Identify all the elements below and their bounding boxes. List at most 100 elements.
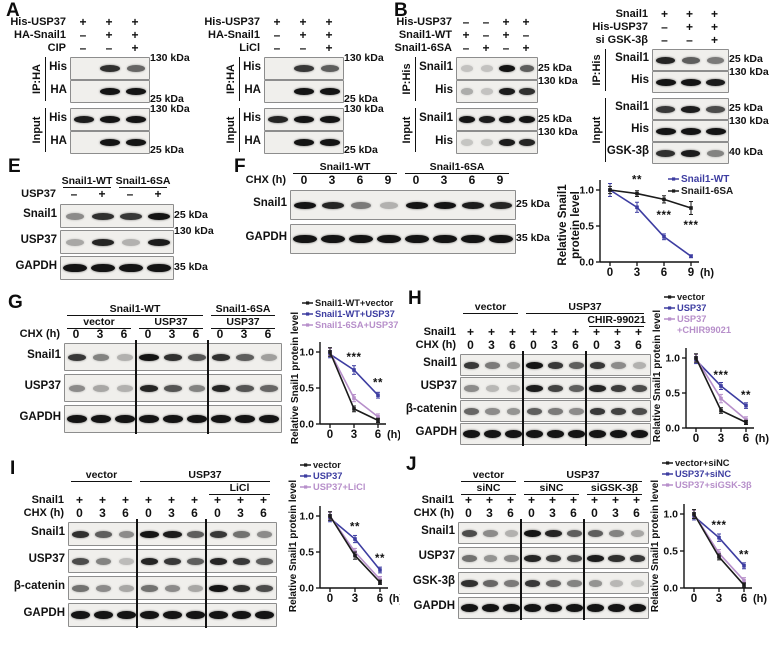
lane-symbol: 6 bbox=[264, 327, 272, 341]
lane-symbol: 3 bbox=[328, 173, 336, 187]
blot-band bbox=[163, 353, 183, 361]
lane-symbol: + bbox=[506, 493, 514, 507]
x-tick-label: 6 bbox=[741, 593, 747, 605]
lane-symbol: + bbox=[508, 325, 516, 339]
blot-band bbox=[164, 584, 181, 592]
blot-box-Snail1 bbox=[652, 98, 729, 120]
blot-band bbox=[232, 584, 251, 592]
group-header-G-0-1: Snail1-6SA bbox=[211, 302, 275, 316]
blot-band bbox=[499, 116, 515, 123]
data-point bbox=[719, 396, 723, 401]
blot-row-label-His: His bbox=[435, 134, 453, 147]
blot-band bbox=[73, 116, 95, 123]
blot-band bbox=[119, 584, 134, 592]
data-point bbox=[719, 408, 723, 413]
blot-box-GAPDH bbox=[460, 423, 651, 445]
group-header-J-1-0: siNC bbox=[461, 481, 516, 495]
blot-band bbox=[504, 529, 519, 537]
lane-symbol: + bbox=[527, 493, 535, 507]
blot-band bbox=[483, 429, 502, 439]
blot-band bbox=[506, 407, 521, 415]
chart-I: Relative Snail1 protein level 0.0 0.5 1.0 0 3… bbox=[286, 458, 403, 626]
blot-band bbox=[405, 234, 429, 244]
blot-band bbox=[464, 384, 479, 392]
blot-box-GSK-3- bbox=[458, 572, 649, 594]
kda-label: 130 kDa bbox=[344, 103, 384, 115]
lane-divider bbox=[205, 519, 207, 628]
blot-band bbox=[92, 212, 114, 220]
blot-band bbox=[706, 105, 725, 113]
blot-band bbox=[680, 127, 701, 135]
lane-symbol: 3 bbox=[612, 506, 619, 520]
lane-symbol: + bbox=[592, 325, 600, 339]
chart-F: Relative Snail1 protein level 0.0 0.5 1.0 0 3 6… bbox=[556, 166, 772, 290]
treatment-name-Snail1-6SA: Snail1-6SA bbox=[394, 42, 452, 54]
blot-band bbox=[147, 238, 171, 246]
treatment-name-HA-Snail1: HA-Snail1 bbox=[208, 29, 260, 41]
group-header-J-1-2: siGSK-3β bbox=[587, 481, 642, 495]
blot-box-GAPDH bbox=[290, 224, 516, 254]
lane-symbol: 0 bbox=[530, 338, 537, 352]
group-bracket-Input: Input bbox=[30, 108, 46, 152]
lane-symbol: – bbox=[462, 41, 470, 55]
blot-row-label-His: His bbox=[49, 111, 67, 124]
series-line-Snail1-6SA bbox=[609, 189, 692, 209]
lane-symbol: 0 bbox=[76, 506, 83, 520]
blot-band bbox=[294, 65, 314, 72]
blot-band bbox=[464, 407, 479, 415]
lane-symbol: + bbox=[611, 493, 619, 507]
blot-box-GAPDH bbox=[68, 603, 277, 627]
x-tick-label: 0 bbox=[693, 433, 699, 445]
significance-marker: ** bbox=[741, 390, 751, 402]
data-point bbox=[353, 537, 357, 541]
blot-box-HA bbox=[70, 80, 150, 103]
x-tick-label: 0 bbox=[691, 593, 697, 605]
blot-band bbox=[489, 234, 513, 244]
y-tick-label: 0.0 bbox=[299, 583, 314, 595]
y-axis-label: protein level bbox=[570, 191, 582, 259]
lane-symbol: + bbox=[75, 493, 83, 507]
blot-box-His bbox=[264, 57, 344, 80]
y-axis-label: Relative Snail1 protein level bbox=[650, 480, 661, 612]
blot-band bbox=[655, 127, 676, 135]
blot-row-label-Snail1: Snail1 bbox=[31, 526, 65, 538]
group-header-E-0-1-text: Snail1-6SA bbox=[115, 175, 171, 187]
blot-band bbox=[188, 584, 203, 592]
data-point bbox=[742, 583, 746, 587]
blot-band bbox=[544, 603, 563, 613]
lane-symbol: + bbox=[522, 41, 530, 55]
group-header-E-0-1: Snail1-6SA bbox=[116, 174, 170, 188]
treatment-name-HA-Snail1: HA-Snail1 bbox=[14, 29, 66, 41]
blot-band bbox=[260, 384, 278, 392]
blot-band bbox=[705, 127, 726, 135]
legend-item-label: Snail1-6SA bbox=[681, 186, 733, 197]
lane-symbol: 6 bbox=[191, 506, 198, 520]
lane-symbol: 3 bbox=[488, 338, 495, 352]
blot-band bbox=[461, 579, 478, 587]
lane-symbol: 3 bbox=[240, 327, 248, 341]
lane-symbol: + bbox=[634, 325, 642, 339]
lane-symbol: 3 bbox=[168, 327, 176, 341]
blot-band bbox=[231, 610, 252, 620]
lane-symbol: + bbox=[273, 15, 281, 29]
blot-band bbox=[524, 579, 541, 587]
blot-row-label-Snail1: Snail1 bbox=[419, 60, 453, 73]
blot-band bbox=[433, 234, 457, 244]
lane-symbol: + bbox=[299, 28, 307, 42]
blot-band bbox=[499, 139, 515, 146]
group-header-E-0-0: Snail1-WT bbox=[61, 174, 113, 188]
blot-band bbox=[114, 414, 136, 424]
lane-symbol: + bbox=[529, 325, 537, 339]
group-bracket-Input: Input bbox=[400, 108, 416, 152]
blot-band bbox=[319, 116, 341, 123]
blot-band bbox=[628, 603, 647, 613]
lane-symbol: – bbox=[686, 33, 693, 47]
blot-box-Snail1 bbox=[460, 354, 651, 376]
lane-symbol: + bbox=[79, 15, 87, 29]
blot-band bbox=[209, 584, 228, 592]
group-header-E-0-0-text: Snail1-WT bbox=[61, 175, 113, 187]
blot-band bbox=[405, 201, 429, 209]
lane-symbol: – bbox=[105, 41, 113, 55]
data-point bbox=[662, 197, 666, 202]
blot-band bbox=[95, 557, 112, 565]
